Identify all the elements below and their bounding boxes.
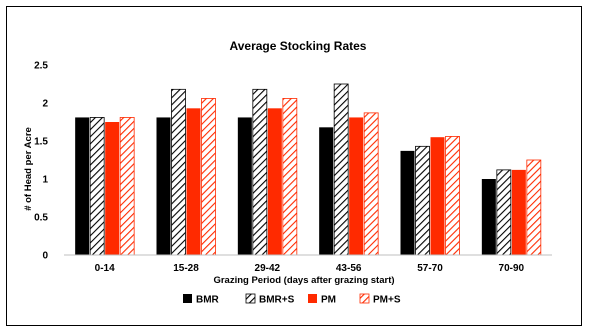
bar-bmr-s-0-14 [89,117,105,256]
bar-pm-s-0-14 [119,117,135,256]
bar-bmr-57-70 [400,150,415,255]
y-tick-label: 1 [42,175,48,186]
y-tick-label: 2.5 [34,61,48,72]
x-tick-label: 29-42 [255,263,281,274]
bar-bmr-29-42 [237,117,252,255]
x-tick-label: 57-70 [417,263,443,274]
x-tick-label: 0-14 [95,263,115,274]
bars-group [75,83,542,256]
bar-bmr-s-57-70 [415,145,430,256]
bar-pm-57-70 [430,137,445,255]
y-axis-label: # of Head per Acre [23,127,34,211]
y-axis-ticks: 0 0.5 1 1.5 2 2.5 [34,61,48,262]
legend-label: BMR [196,295,220,306]
x-tick-label: 70-90 [499,263,525,274]
bar-pm-s-43-56 [363,112,379,256]
bar-pm-s-15-28 [201,98,216,256]
legend-swatch [308,294,317,303]
bar-bmr-s-70-90 [496,169,512,256]
bar-pm-s-70-90 [526,159,542,256]
chart-title: Average Stocking Rates [230,39,367,53]
bar-pm-0-14 [105,122,120,255]
bar-pm-s-29-42 [282,98,298,256]
legend-swatch [359,293,370,304]
legend: BMR BMR+S PM PM+S [183,293,401,306]
legend-swatch [245,293,256,304]
bar-bmr-s-29-42 [252,88,268,256]
x-tick-label: 15-28 [173,263,199,274]
bar-bmr-15-28 [156,117,171,255]
bar-pm-70-90 [511,169,526,255]
bar-bmr-43-56 [319,127,334,255]
x-tick-label: 43-56 [336,263,362,274]
bar-pm-s-57-70 [445,136,460,256]
x-axis-ticks: 0-14 15-28 29-42 43-56 57-70 70-90 [95,263,525,274]
y-tick-label: 0 [42,251,48,262]
legend-label: BMR+S [259,295,295,306]
bar-bmr-0-14 [75,117,90,255]
bar-bmr-s-15-28 [171,88,186,256]
x-axis-label: Grazing Period (days after grazing start… [213,275,394,286]
bar-pm-43-56 [349,117,364,255]
y-tick-label: 1.5 [34,137,48,148]
bar-bmr-s-43-56 [333,83,349,256]
bar-pm-15-28 [186,108,201,255]
bar-bmr-70-90 [481,179,496,255]
legend-label: PM+S [373,295,401,306]
legend-label: PM [321,295,336,306]
legend-swatch [183,294,192,303]
bar-pm-29-42 [267,108,282,255]
y-tick-label: 2 [42,99,48,110]
y-tick-label: 0.5 [34,213,48,224]
